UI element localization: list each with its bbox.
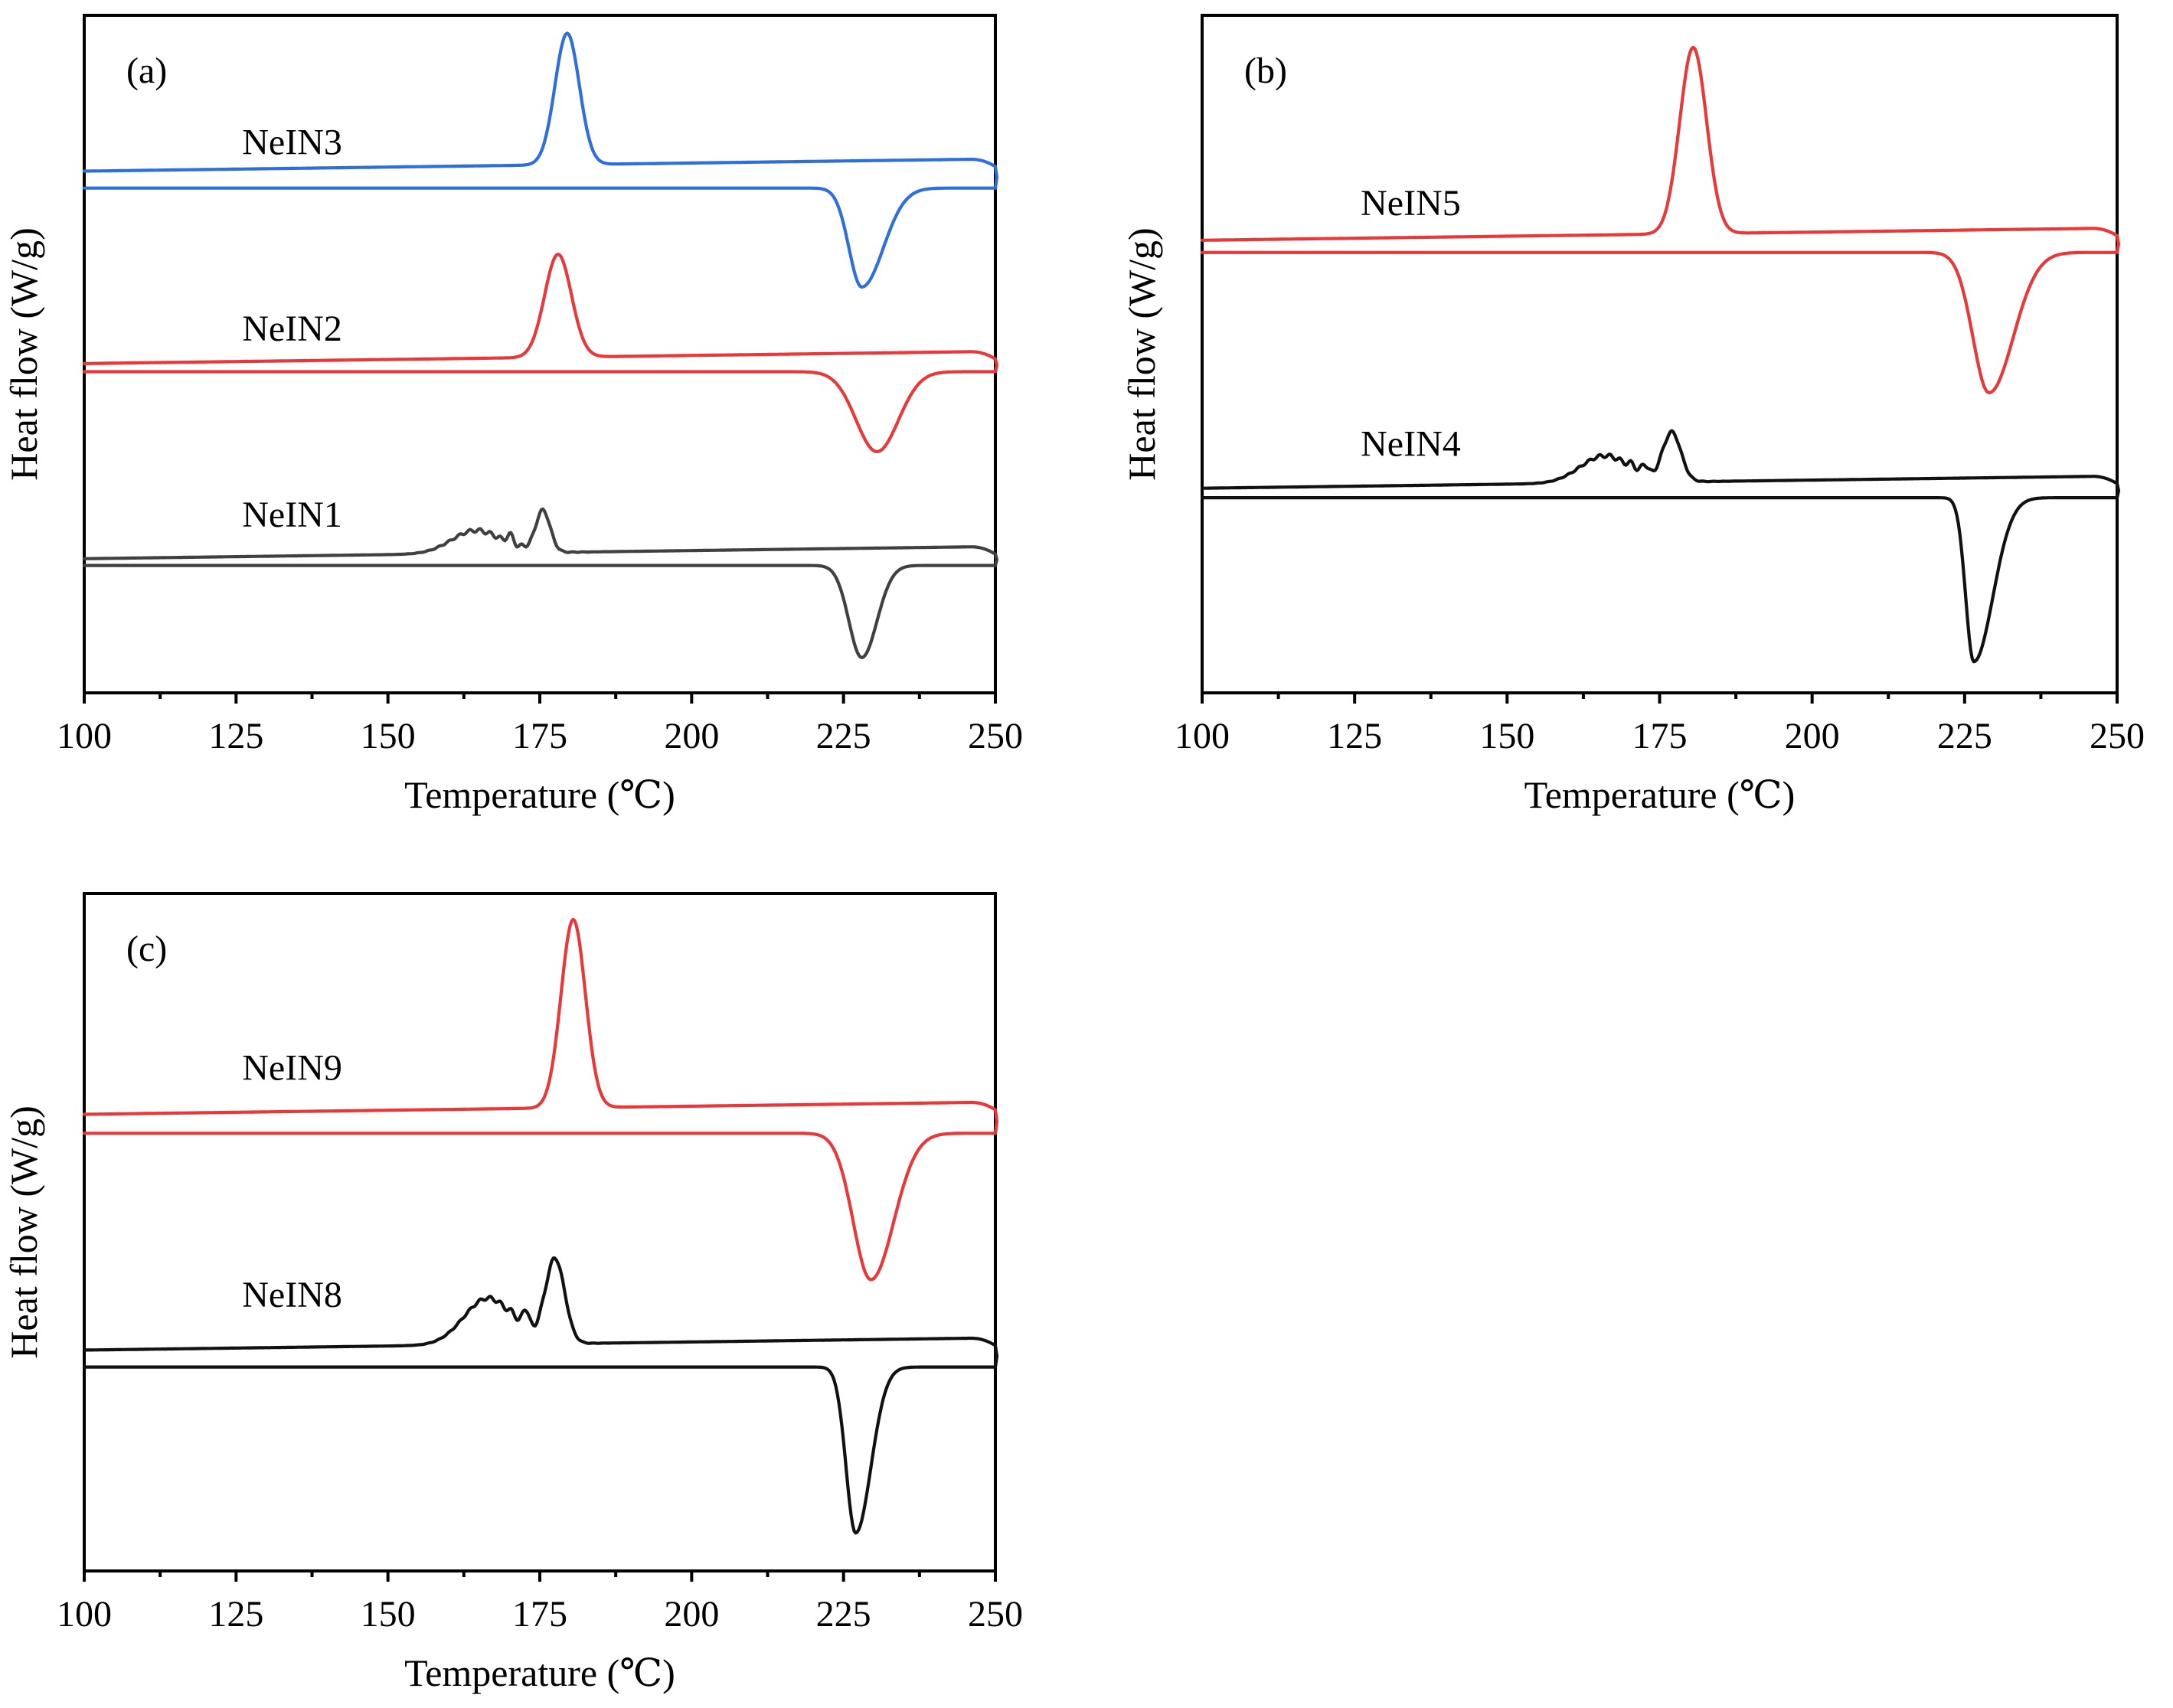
- series-label: NeIN2: [242, 309, 342, 349]
- series-label: NeIN5: [1361, 183, 1461, 224]
- x-tick-label: 250: [968, 716, 1023, 756]
- x-tick-label: 225: [816, 1594, 871, 1635]
- x-tick-label: 250: [2090, 716, 2145, 756]
- plot-frame: [83, 892, 997, 1572]
- x-axis-title: Temperature (℃): [404, 1651, 675, 1694]
- x-tick-label: 200: [664, 716, 719, 756]
- panel-label: (a): [126, 51, 167, 91]
- series-label: NeIN3: [242, 122, 342, 162]
- series-label: NeIN8: [242, 1275, 342, 1315]
- panel-c: 100 125 150 175 200 225 250 Temperature (℃) Heat…: [2, 892, 1023, 1694]
- series-trace-nein9: [82, 917, 999, 1282]
- panel-b: 100 125 150 175 200 225 250 Temperature (℃) Heat…: [1120, 14, 2145, 816]
- x-tick-label: 100: [57, 1594, 112, 1635]
- x-tick-label: 150: [1479, 716, 1534, 756]
- x-tick-label: 150: [361, 1594, 416, 1635]
- y-axis-title: Heat flow (W/g): [2, 227, 45, 480]
- series-trace-nein8: [82, 1256, 999, 1535]
- series-trace-nein5: [1200, 45, 2121, 394]
- x-tick-label: 125: [208, 716, 263, 756]
- x-tick-label: 225: [816, 716, 871, 756]
- x-tick-label: 250: [968, 1594, 1023, 1635]
- x-tick-label: 200: [1785, 716, 1840, 756]
- x-tick-label: 175: [512, 1594, 567, 1635]
- series-label: NeIN1: [242, 495, 342, 535]
- series-trace-nein4: [1200, 429, 2121, 664]
- x-tick-label: 225: [1937, 716, 1992, 756]
- x-tick-label: 125: [208, 1594, 263, 1635]
- plot-frame: [1201, 14, 2119, 694]
- series-trace-nein2: [82, 253, 999, 453]
- x-tick-label: 125: [1327, 716, 1382, 756]
- x-axis-title: Temperature (℃): [1524, 773, 1796, 816]
- series-label: NeIN4: [1361, 423, 1461, 464]
- x-tick-label: 100: [57, 716, 112, 756]
- x-tick-label: 175: [1632, 716, 1688, 756]
- series-trace-nein1: [82, 507, 999, 660]
- x-tick-label: 175: [512, 716, 567, 756]
- panel-label: (b): [1244, 51, 1287, 91]
- panel-label: (c): [126, 929, 167, 969]
- y-axis-title: Heat flow (W/g): [2, 1105, 45, 1358]
- panel-a: 100 125 150 175 200 225 250 Temperature (℃) Heat…: [2, 14, 1023, 816]
- series-label: NeIN9: [242, 1047, 342, 1088]
- x-tick-label: 200: [664, 1594, 719, 1635]
- x-tick-label: 100: [1175, 716, 1230, 756]
- series-trace-nein3: [82, 31, 999, 289]
- x-tick-label: 150: [361, 716, 416, 756]
- x-axis-title: Temperature (℃): [404, 773, 675, 816]
- y-axis-title: Heat flow (W/g): [1120, 227, 1163, 480]
